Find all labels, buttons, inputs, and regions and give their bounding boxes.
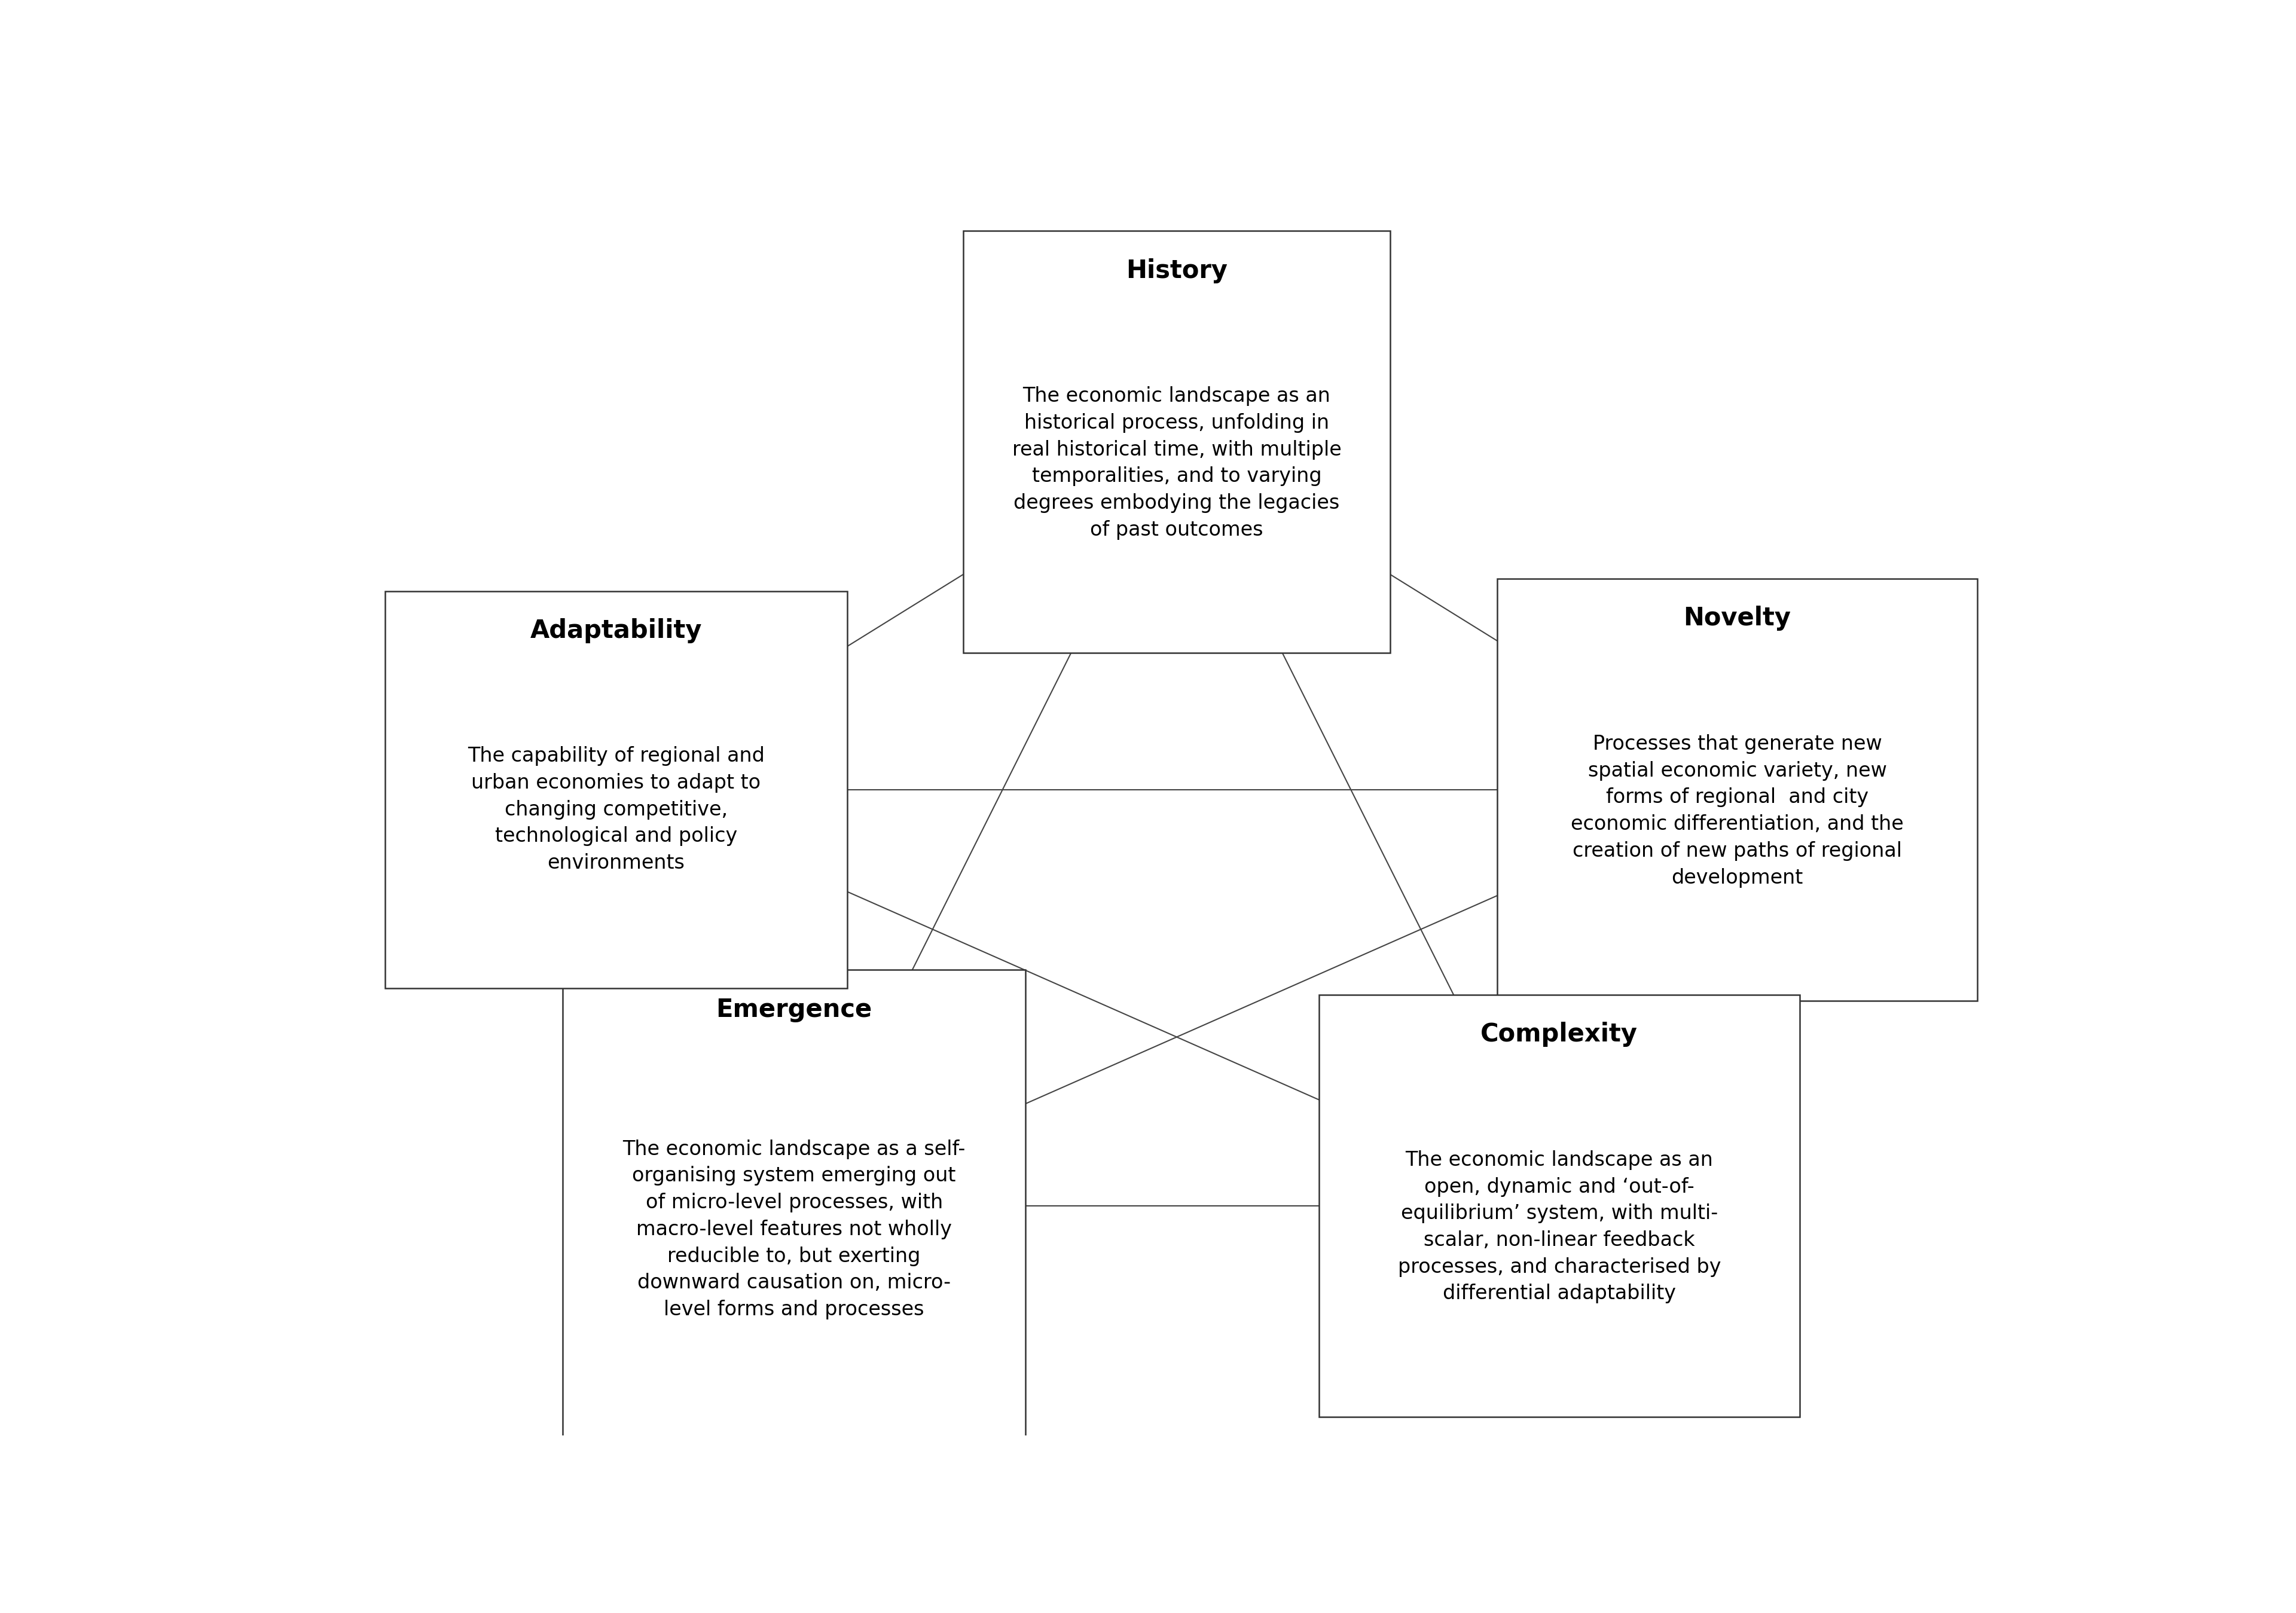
- Text: History: History: [1125, 258, 1228, 284]
- Bar: [1497, 579, 1977, 1000]
- Text: Novelty: Novelty: [1683, 606, 1791, 631]
- Text: Emergence: Emergence: [716, 997, 872, 1023]
- Bar: [563, 969, 1026, 1442]
- Text: The economic landscape as an
historical process, unfolding in
real historical ti: The economic landscape as an historical …: [1013, 387, 1341, 540]
- Text: The economic landscape as a self-
organising system emerging out
of micro-level : The economic landscape as a self- organi…: [622, 1139, 967, 1319]
- Bar: [964, 231, 1389, 653]
- Text: Processes that generate new
spatial economic variety, new
forms of regional  and: Processes that generate new spatial econ…: [1570, 734, 1903, 887]
- Text: Complexity: Complexity: [1481, 1023, 1637, 1047]
- Text: The economic landscape as an
open, dynamic and ‘out-of-
equilibrium’ system, wit: The economic landscape as an open, dynam…: [1398, 1150, 1722, 1303]
- Bar: [386, 590, 847, 989]
- Text: Adaptability: Adaptability: [530, 618, 703, 644]
- Bar: [1318, 995, 1800, 1416]
- Text: The capability of regional and
urban economies to adapt to
changing competitive,: The capability of regional and urban eco…: [468, 747, 765, 873]
